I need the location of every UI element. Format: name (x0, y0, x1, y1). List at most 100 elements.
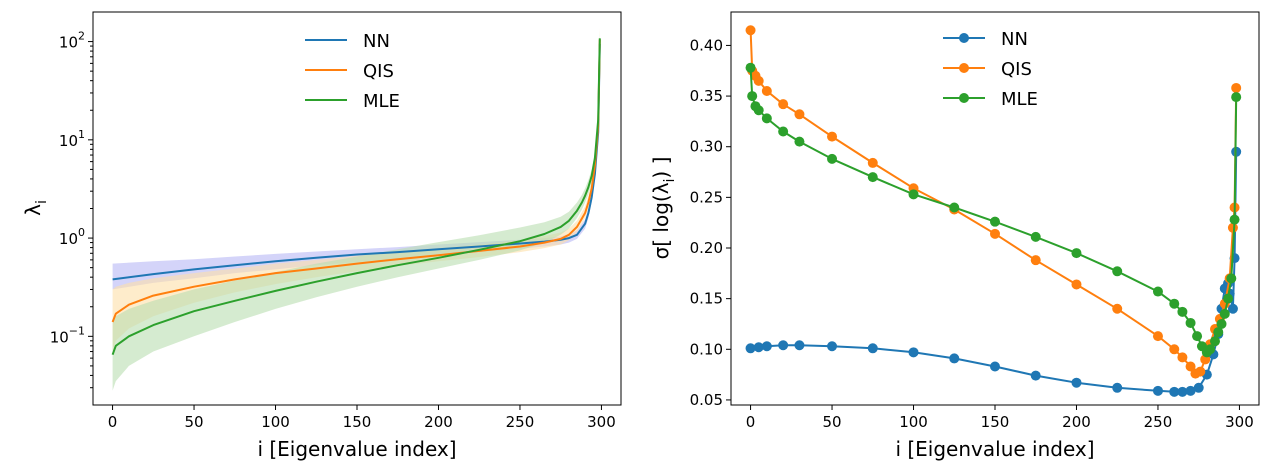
point-nn (827, 341, 838, 352)
point-mle (1169, 298, 1180, 309)
point-mle (1192, 331, 1203, 342)
point-nn (1152, 385, 1163, 396)
y-tick-label: 0.40 (690, 36, 723, 54)
point-mle (1030, 231, 1041, 242)
legend-label-qis: QIS (363, 61, 394, 82)
point-qis (990, 228, 1000, 239)
point-qis (1071, 279, 1082, 290)
point-qis (745, 25, 756, 36)
y-tick-exponent: 1 (78, 128, 85, 141)
point-mle (1210, 336, 1220, 347)
legend-label-mle: MLE (363, 91, 400, 112)
point-mle (1205, 344, 1216, 355)
point-nn (1112, 382, 1123, 393)
point-nn (1177, 386, 1188, 397)
point-mle (1152, 286, 1163, 297)
y-tick-exponent: 2 (78, 30, 85, 43)
point-qis (794, 109, 805, 120)
y-tick-base: 10 (59, 230, 78, 248)
x-tick-label: 50 (184, 413, 203, 431)
line-mle (111, 38, 601, 356)
point-nn (908, 347, 919, 358)
x-tick-label: 250 (1144, 413, 1173, 431)
y-tick-label: 0.10 (690, 340, 723, 358)
point-qis (1177, 352, 1188, 363)
x-tick-label: 200 (1062, 413, 1091, 431)
point-qis (1169, 344, 1180, 355)
line-nn (112, 43, 601, 281)
y-axis-label-main: λ (21, 204, 45, 216)
point-mle (949, 202, 960, 213)
point-nn (753, 342, 764, 353)
legend-label-mle: MLE (1001, 89, 1038, 110)
x-tick-label: 150 (343, 413, 372, 431)
point-qis (761, 86, 772, 97)
x-tick-label: 100 (899, 413, 928, 431)
y-tick-base: 10 (59, 34, 78, 52)
x-axis-label: i [Eigenvalue index] (895, 437, 1094, 461)
point-mle (1219, 308, 1230, 319)
y-tick-label: 10−1 (50, 324, 85, 346)
band-nn (112, 37, 600, 290)
y-tick-label: 0.30 (690, 138, 723, 156)
x-tick-label: 0 (746, 413, 756, 431)
point-nn (761, 341, 772, 352)
legend-marker-nn (959, 33, 969, 43)
line-qis (749, 30, 1238, 375)
point-nn (794, 340, 805, 351)
y-axis-label-main: σ[ log(λ (649, 182, 673, 259)
x-tick-label: 0 (108, 413, 118, 431)
x-tick-label: 150 (981, 413, 1010, 431)
point-mle (1071, 248, 1082, 259)
y-tick-label: 0.05 (690, 391, 723, 409)
point-nn (1169, 386, 1180, 397)
point-qis (1231, 82, 1242, 93)
x-tick-label: 200 (424, 413, 453, 431)
point-nn (1030, 370, 1041, 381)
y-tick-label: 0.20 (690, 239, 723, 257)
legend-marker-mle (959, 93, 969, 103)
legend: NN QIS MLE (943, 29, 1038, 110)
point-nn (745, 343, 756, 354)
y-tick-exponent: 0 (78, 226, 85, 239)
point-mle (1112, 266, 1123, 277)
y-tick-label: 0.35 (690, 87, 723, 105)
y-tick-label: 0.15 (690, 290, 723, 308)
x-tick-label: 250 (506, 413, 535, 431)
y-tick-label: 102 (59, 30, 85, 52)
y-tick-label: 100 (59, 226, 85, 248)
point-nn (1071, 377, 1082, 388)
point-nn (1185, 385, 1196, 396)
plot-frame (92, 11, 622, 406)
x-ticks: 0 50 100 150 200 250 300 (746, 405, 1254, 431)
point-qis (1195, 366, 1206, 377)
series-lines (111, 38, 601, 356)
point-qis (827, 131, 838, 142)
point-mle (1223, 293, 1234, 304)
point-nn (778, 340, 789, 351)
point-qis (1030, 255, 1041, 266)
line-nn (750, 151, 1238, 393)
point-nn (949, 353, 960, 364)
confidence-bands (112, 27, 600, 391)
point-qis (1152, 331, 1163, 342)
point-nn (1227, 303, 1238, 314)
point-mle (747, 91, 758, 102)
point-mle (753, 105, 764, 116)
plot-frame (730, 11, 1260, 406)
x-tick-label: 50 (822, 413, 841, 431)
point-mle (794, 136, 805, 147)
point-qis (1112, 303, 1123, 314)
y-axis-label: σ[ log(λi) ] (649, 157, 678, 260)
point-mle (827, 153, 838, 164)
legend: NN QIS MLE (305, 31, 400, 112)
y-tick-base: 10 (50, 328, 69, 346)
x-tick-label: 100 (261, 413, 290, 431)
x-ticks: 0 50 100 150 200 250 300 (108, 405, 616, 431)
point-mle (1185, 317, 1196, 328)
y-axis-label-tail: ) ] (649, 157, 673, 179)
point-qis (753, 75, 764, 86)
